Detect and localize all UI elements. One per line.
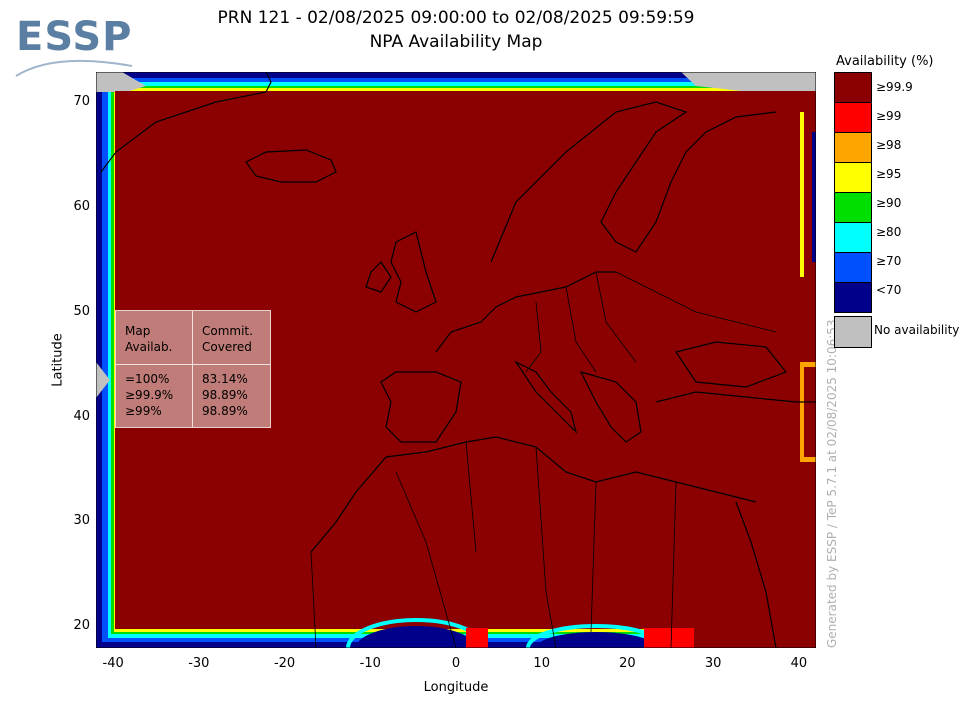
- south-pocket-2-red: [644, 628, 694, 648]
- no-availability-top-left: [96, 72, 146, 92]
- legend-label: ≥70: [876, 254, 902, 268]
- iberia: [380, 371, 462, 443]
- y-axis-label: Latitude: [50, 333, 66, 387]
- stats-col1-header-line1: Map: [125, 324, 151, 338]
- south-pocket-1: [356, 626, 476, 648]
- north-africa-coast: [310, 436, 757, 553]
- turkey-coast: [655, 391, 816, 403]
- legend-label: ≥99: [876, 109, 902, 123]
- legend-swatch: [835, 133, 871, 163]
- logo-text: ESSP: [16, 14, 133, 60]
- y-tick-label: 70: [73, 94, 90, 110]
- y-tick-label: 30: [73, 513, 90, 529]
- stats-covered-0: 83.14%: [202, 372, 248, 386]
- no-availability-label: No availability: [874, 323, 960, 337]
- generated-by-watermark: Generated by ESSP / TeP 5.7.1 at 02/08/2…: [825, 319, 839, 648]
- x-tick-label: 20: [619, 656, 636, 671]
- x-axis-label: Longitude: [423, 680, 489, 695]
- no-availability-left-notch: [96, 362, 110, 398]
- africa-borders: [395, 441, 677, 648]
- south-pocket-2: [536, 632, 656, 648]
- east-blue-strip: [812, 132, 816, 262]
- stats-col2-header-line1: Commit.: [202, 324, 253, 338]
- east-red-spot: [804, 367, 816, 457]
- y-tick-label: 50: [73, 303, 90, 319]
- black-sea: [675, 341, 787, 388]
- legend-swatch: [835, 193, 871, 223]
- x-tick-label: -10: [359, 656, 381, 671]
- italy: [514, 360, 578, 434]
- x-tick-label: -40: [102, 656, 124, 671]
- y-tick-label: 60: [73, 199, 90, 215]
- stats-col-availability: Map Availab. =100% ≥99.9% ≥99%: [116, 311, 193, 427]
- stats-level-2: ≥99%: [125, 404, 162, 418]
- legend-title: Availability (%): [836, 54, 934, 69]
- legend-swatch: [835, 163, 871, 193]
- page-title: PRN 121 - 02/08/2025 09:00:00 to 02/08/2…: [217, 8, 695, 28]
- stats-col1-header-line2: Availab.: [125, 340, 173, 354]
- stats-level-1: ≥99.9%: [125, 388, 174, 402]
- europe-west-coast: [435, 271, 616, 353]
- x-tick-label: 10: [533, 656, 550, 671]
- balkans-greece: [579, 371, 642, 443]
- coastlines: [100, 72, 816, 648]
- x-tick-label: -30: [188, 656, 210, 671]
- scandinavia-coast: [490, 101, 777, 263]
- red-sea-nile: [735, 501, 777, 648]
- y-tick-label: 20: [73, 618, 90, 634]
- stats-covered-1: 98.89%: [202, 388, 248, 402]
- borders: [310, 271, 777, 648]
- greenland-coast: [100, 72, 272, 173]
- essp-logo: ESSP: [14, 14, 134, 80]
- x-tick-label: 30: [704, 656, 722, 671]
- x-tick-label: 0: [451, 656, 461, 671]
- legend-swatch: [835, 73, 871, 103]
- legend-color-scale: [834, 72, 872, 313]
- legend-label: <70: [876, 283, 902, 297]
- british-isles: [365, 231, 437, 313]
- west-sahara-border: [310, 551, 317, 648]
- legend-label: ≥95: [876, 167, 902, 181]
- south-pocket-2-edge: [526, 624, 666, 648]
- stats-level-0: =100%: [125, 372, 170, 386]
- stats-separator: [116, 364, 270, 365]
- legend-swatch: [835, 223, 871, 253]
- stats-col2-header-line2: Covered: [202, 340, 252, 354]
- legend-label: ≥99.9: [876, 80, 913, 94]
- europe-borders: [525, 271, 777, 373]
- no-availability-swatch: [834, 316, 872, 348]
- legend-label: ≥80: [876, 225, 902, 239]
- legend-label: ≥90: [876, 196, 902, 210]
- stats-covered-2: 98.89%: [202, 404, 248, 418]
- south-pocket-1-red: [466, 628, 488, 648]
- iceland-coast: [245, 149, 337, 183]
- legend-swatch: [835, 283, 871, 312]
- x-tick-label: -20: [273, 656, 296, 671]
- south-pocket-1-edge: [346, 618, 486, 648]
- page-subtitle: NPA Availability Map: [369, 32, 543, 52]
- stats-col-covered: Commit. Covered 83.14% 98.89% 98.89%: [193, 311, 270, 427]
- y-tick-label: 40: [73, 408, 90, 424]
- logo-swoosh-icon: [15, 59, 133, 77]
- coverage-stats-box: Map Availab. =100% ≥99.9% ≥99% Commit. C…: [115, 310, 271, 428]
- legend-label: ≥98: [876, 138, 902, 152]
- legend-swatch: [835, 253, 871, 283]
- legend-swatch: [835, 103, 871, 133]
- x-tick-label: 40: [790, 656, 808, 671]
